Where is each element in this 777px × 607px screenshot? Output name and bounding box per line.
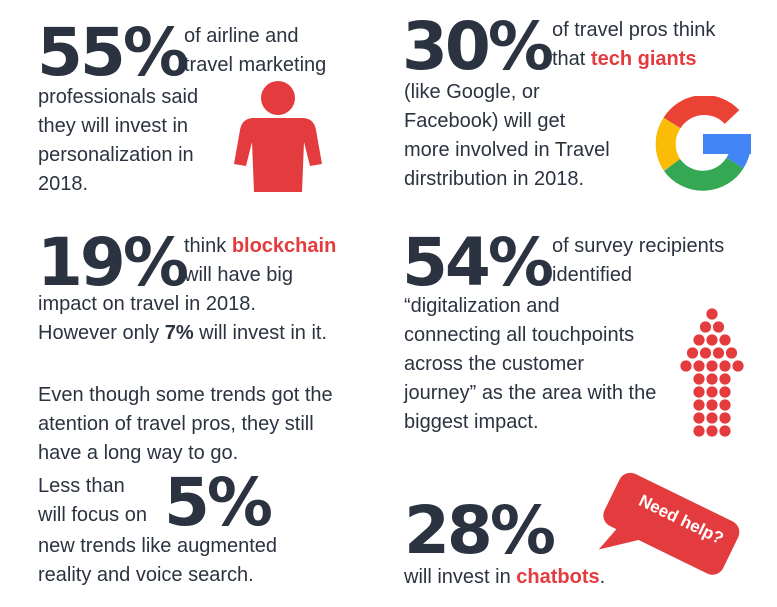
arrow-dot: [719, 412, 731, 424]
stat-5-line1: Less than: [38, 475, 125, 497]
tech-giants-highlight: tech giants: [590, 48, 697, 70]
trends-intro-line1: Even though some trends got the: [38, 384, 333, 406]
arrow-dot: [719, 373, 731, 385]
trends-intro-line3: have a long way to go.: [38, 442, 239, 464]
arrow-dot: [693, 373, 705, 385]
stat-54-value: 54%: [402, 224, 554, 301]
stat-5-line2: will focus on: [38, 504, 147, 526]
stat-54-line4: connecting all touchpoints: [404, 324, 635, 346]
stat-54-line6: journey” as the area with the: [404, 382, 657, 404]
stat-55-line5: personalization in: [38, 144, 194, 166]
arrow-dot: [725, 347, 738, 359]
stat-5-line4: reality and voice search.: [38, 564, 254, 586]
stat-54-line3: “digitalization and: [404, 295, 560, 317]
arrow-dot: [693, 360, 705, 372]
stat-30-line2: that tech giants: [552, 48, 697, 70]
arrow-dot: [680, 360, 692, 372]
arrow-dot: [732, 360, 744, 372]
stat-30-value: 30%: [402, 8, 554, 85]
arrow-dot: [693, 425, 705, 437]
arrow-dot: [706, 334, 718, 346]
speech-bubble-icon: Need help?: [590, 470, 750, 582]
stat-28-line1: will invest in chatbots.: [404, 566, 606, 588]
stat-5-line3: new trends like augmented: [38, 535, 278, 557]
arrow-dot: [693, 412, 705, 424]
stat-5-value: 5%: [164, 464, 273, 541]
stat-55-line2: travel marketing: [184, 54, 327, 76]
arrow-dot: [706, 386, 718, 398]
arrow-dot: [706, 412, 718, 424]
arrow-dot: [719, 425, 731, 437]
blockchain-highlight: blockchain: [231, 235, 337, 257]
arrow-dot: [693, 399, 705, 411]
stat-55-value: 55%: [37, 14, 189, 91]
stat-55-line4: they will invest in: [38, 115, 189, 137]
arrow-dot: [719, 334, 731, 346]
stat-19-line4: However only 7% will invest in it.: [38, 322, 327, 344]
arrow-dot: [699, 347, 712, 359]
arrow-dot: [686, 347, 699, 359]
arrow-dot: [706, 308, 718, 320]
chatbots-highlight: chatbots: [516, 566, 600, 588]
arrow-dot: [706, 399, 718, 411]
stat-30-line3: (like Google, or: [404, 81, 540, 103]
arrow-dot: [712, 321, 725, 333]
arrow-dot: [719, 386, 731, 398]
stat-19-value: 19%: [37, 224, 189, 301]
stat-30-line5: more involved in Travel: [404, 139, 610, 161]
stat-28-value: 28%: [404, 492, 556, 569]
arrow-dot: [693, 386, 705, 398]
stat-55-line3: professionals said: [38, 86, 199, 108]
arrow-dot: [719, 360, 731, 372]
dotted-up-arrow-icon: [680, 308, 744, 437]
stat-55-line6: 2018.: [38, 173, 89, 195]
stat-19-line2: will have big: [184, 264, 293, 286]
arrow-dot: [706, 425, 718, 437]
arrow-dot: [706, 373, 718, 385]
stat-54-line7: biggest impact.: [404, 411, 539, 433]
google-logo-icon: [655, 96, 751, 191]
person-icon: [234, 81, 322, 192]
trends-intro-line2: atention of travel pros, they still: [38, 413, 314, 435]
stat-30-line1: of travel pros think: [552, 19, 716, 41]
stat-19-line1: think blockchain: [184, 235, 337, 257]
stat-55-line1: of airline and: [184, 25, 299, 47]
stat-30-line4: Facebook) will get: [404, 110, 566, 132]
arrow-dot: [699, 321, 712, 333]
stat-19-line3: impact on travel in 2018.: [38, 293, 256, 315]
arrow-dot: [712, 347, 725, 359]
stat-30-line6: dirstribution in 2018.: [404, 168, 585, 190]
stat-54-line1: of survey recipients: [552, 235, 725, 257]
arrow-dot: [706, 360, 718, 372]
stat-54-line5: across the customer: [404, 353, 585, 375]
arrow-dot: [719, 399, 731, 411]
arrow-dot: [693, 334, 705, 346]
stat-54-line2: identified: [552, 264, 633, 286]
